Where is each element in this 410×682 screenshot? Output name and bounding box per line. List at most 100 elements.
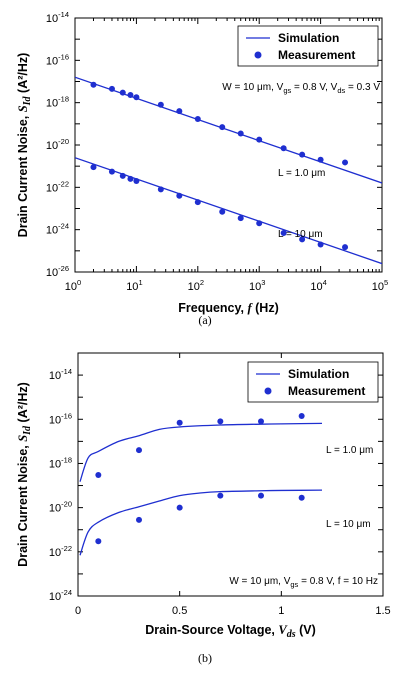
panel-a-ytick-label-1-exp: -24 <box>58 222 69 231</box>
panel-a-ytick-label-3-exp: -20 <box>58 137 69 146</box>
panel-a-series-2-measurement-point <box>237 215 244 222</box>
panel-a-xtick-label-5-base: 10 <box>372 281 384 293</box>
panel-a-series-2-measurement-point <box>157 186 164 193</box>
panel-b-caption: (b) <box>198 651 212 665</box>
panel-a-annotation-2: L = 10 μm <box>278 229 323 240</box>
panel-a-series-1-measurement-point <box>317 156 324 163</box>
panel-b-y-axis-unit: (A²/Hz) <box>16 382 30 426</box>
panel-b-annotation-1-text: L = 10 μm <box>326 519 371 530</box>
panel-b-ytick-label-5-exp: -14 <box>61 367 72 376</box>
panel-b-series-2-measurement-point <box>95 538 102 545</box>
panel-b-x-axis-label: Drain-Source Voltage, Vds (V) <box>145 623 316 640</box>
panel-a-legend-measurement-swatch <box>254 51 262 59</box>
panel-a-xtick-label-2: 102 <box>188 278 204 293</box>
panel-a-series-2-measurement-point <box>90 164 97 171</box>
panel-b-ytick-label-4: 10-16 <box>49 411 72 426</box>
panel-b-ytick-label-3: 10-18 <box>49 455 72 470</box>
panel-b-ytick-label-4-base: 10 <box>49 414 61 426</box>
panel-a-ytick-label-5: 10-16 <box>46 52 69 67</box>
panel-b-series-1-measurement-point <box>95 472 102 479</box>
panel-b-xtick-label-0: 0 <box>75 605 81 617</box>
panel-b-series-2-measurement-point <box>176 504 183 511</box>
panel-b-series-2-measurement-point <box>258 492 264 499</box>
panel-b-annotation-1: L = 10 μm <box>326 519 371 530</box>
panel-a-series-2-measurement-point <box>299 236 306 243</box>
panel-a-ytick-label-5-base: 10 <box>46 55 58 67</box>
panel-b-x-axis-subscript: ds <box>287 629 296 640</box>
panel-a-ytick-label-6-exp: -14 <box>58 10 69 19</box>
panel-a-series-2-measurement-point <box>256 220 263 227</box>
panel-a-series-1-measurement-point <box>219 124 226 131</box>
panel-b-series-2-measurement-point <box>298 494 305 501</box>
panel-a-series-2-measurement-point <box>176 192 183 199</box>
panel-a-annotation-0-text: W = 10 μm, V <box>222 82 283 93</box>
panel-a-series-2-measurement-point <box>194 199 201 206</box>
panel-b-plot-frame <box>77 352 384 597</box>
panel-a-ytick-label-6-base: 10 <box>46 13 58 25</box>
panel-a-x-axis-label: Frequency, f (Hz) <box>178 301 278 315</box>
panel-b-legend-simulation-label: Simulation <box>288 367 349 381</box>
panel-a-x-axis-label-text: Frequency, <box>178 301 247 315</box>
panel-b-annotation-0: L = 1.0 μm <box>326 445 373 456</box>
panel-b-series-1-measurement-point <box>298 413 305 420</box>
panel-b-ytick-label-1: 10-22 <box>49 544 72 559</box>
panel-a-series-2-measurement-point <box>219 208 226 215</box>
panel-a-series-1-measurement-point <box>237 130 244 137</box>
panel-a-y-axis-label: Drain Current Noise, SId (A²/Hz) <box>16 53 33 238</box>
panel-b-annotation-2-mid: = 0.8 V, f = 10 Hz <box>298 576 378 587</box>
panel-a-xtick-label-3-exp: 3 <box>261 278 265 287</box>
panel-a-xtick-label-0-base: 10 <box>65 281 77 293</box>
panel-a-legend-simulation-label: Simulation <box>278 31 339 45</box>
panel-b-ytick-label-3-exp: -18 <box>61 455 72 464</box>
panel-a-caption: (a) <box>198 313 211 327</box>
panel-a-xtick-label-1: 101 <box>126 278 142 293</box>
panel-a-series-2-measurement-point <box>133 177 140 184</box>
panel-a-ytick-label-2-base: 10 <box>46 182 58 194</box>
panel-a-annotation-0-sub2: ds <box>337 86 345 95</box>
panel-a-xtick-label-0-exp: 0 <box>77 278 81 287</box>
panel-a-xtick-label-4: 104 <box>310 278 326 293</box>
panel-b-annotation-0-text: L = 1.0 μm <box>326 445 373 456</box>
panel-a-series-1-measurement-point <box>90 81 97 88</box>
panel-b-ytick-label-0-exp: -24 <box>61 588 72 597</box>
panel-a-xtick-label-4-exp: 4 <box>323 278 327 287</box>
panel-a-annotation-0-mid: = 0.8 V, V <box>291 82 337 93</box>
panel-a-xtick-label-4-base: 10 <box>310 281 322 293</box>
panel-b-series-2-measurement-point <box>136 516 142 523</box>
panel-b-annotation-2: W = 10 μm, Vgs = 0.8 V, f = 10 Hz <box>229 576 378 589</box>
panel-b-legend-measurement-label: Measurement <box>288 384 365 398</box>
panel-a-series-1-measurement-point <box>256 136 263 143</box>
panel-a-xtick-label-1-exp: 1 <box>138 278 142 287</box>
panel-a-series-1-measurement-point <box>133 94 140 101</box>
panel-a-ytick-label-0-exp: -26 <box>58 264 69 273</box>
panel-a-ytick-label-3: 10-20 <box>46 137 69 152</box>
panel-b-xtick-label-3: 1.5 <box>375 605 390 617</box>
panel-a-y-axis-unit: (A²/Hz) <box>16 53 30 97</box>
panel-a-annotation-1: L = 1.0 μm <box>278 168 325 179</box>
panel-a-annotation-0: W = 10 μm, Vgs = 0.8 V, Vds = 0.3 V <box>222 82 380 95</box>
panel-a-series-2-measurement-point <box>127 175 134 182</box>
panel-a-y-axis-symbol: S <box>16 105 30 112</box>
panel-b-annotation-2-text: W = 10 μm, V <box>229 576 290 587</box>
panel-a-ytick-label-0-base: 10 <box>46 267 58 279</box>
panel-b-x-axis-unit: (V) <box>296 623 316 637</box>
panel-b-ytick-label-0-base: 10 <box>49 591 61 603</box>
panel-a-series-1-measurement-point <box>280 145 287 152</box>
panel-a-series-1-measurement-point <box>157 101 164 108</box>
panel-a-ytick-label-0: 10-26 <box>46 264 69 279</box>
panel-a-series-1-measurement-point <box>342 159 349 166</box>
panel-a-series-1-measurement-point <box>194 115 201 122</box>
panel-b-ytick-label-5: 10-14 <box>49 367 72 382</box>
panel-a-annotation-0-sub1: gs <box>283 86 291 95</box>
panel-b-xtick-label-1: 0.5 <box>172 605 187 617</box>
panel-b-y-axis-label: Drain Current Noise, SId (A²/Hz) <box>16 382 33 567</box>
panel-a-series-2-measurement-point <box>280 229 287 236</box>
panel-a-ytick-label-5-exp: -16 <box>58 52 69 61</box>
panel-a-ytick-label-6: 10-14 <box>46 10 69 25</box>
panel-a-series-1-measurement-point <box>176 108 183 115</box>
panel-a-xtick-label-5-exp: 5 <box>384 278 388 287</box>
panel-b-y-axis-symbol: S <box>16 435 30 442</box>
panel-a-ytick-label-2-exp: -22 <box>58 179 69 188</box>
panel-b-ytick-label-4-exp: -16 <box>61 411 72 420</box>
